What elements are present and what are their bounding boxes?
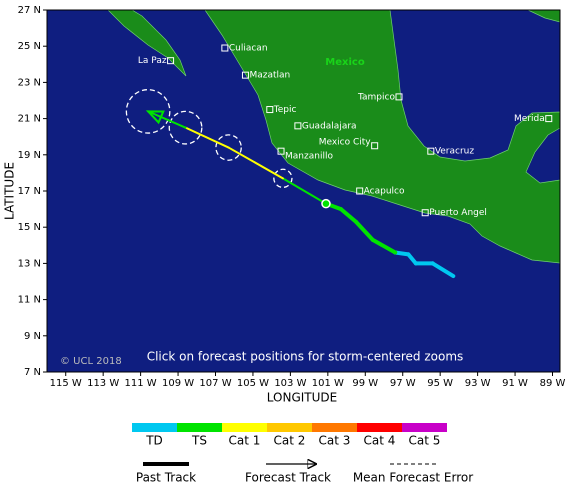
past-track-segment bbox=[393, 250, 411, 257]
forecast-error bbox=[168, 110, 203, 145]
y-tick-label: 19 N bbox=[18, 150, 41, 161]
past-track-segment bbox=[353, 219, 375, 242]
category-label: TS bbox=[191, 434, 207, 448]
forecast-track-segment bbox=[281, 177, 327, 205]
country-label: Mexico bbox=[325, 57, 365, 68]
category-label: Cat 4 bbox=[364, 434, 396, 448]
city-marker bbox=[395, 93, 403, 101]
city-marker bbox=[277, 147, 285, 155]
x-tick-label: 101 W bbox=[312, 378, 344, 389]
city-label: Merida bbox=[514, 114, 545, 124]
city-marker bbox=[294, 122, 302, 130]
y-tick-label: 17 N bbox=[18, 186, 41, 197]
category-swatch bbox=[267, 423, 312, 432]
city-label: Manzanillo bbox=[285, 152, 333, 162]
current-position bbox=[321, 198, 331, 209]
x-tick-label: 111 W bbox=[125, 378, 157, 389]
category-label: Cat 1 bbox=[229, 434, 261, 448]
category-swatch bbox=[132, 423, 177, 432]
city-label: Culiacan bbox=[229, 44, 268, 54]
x-tick-label: 103 W bbox=[274, 378, 306, 389]
city-marker bbox=[356, 187, 364, 195]
y-tick-label: 13 N bbox=[18, 258, 41, 269]
category-label: Cat 2 bbox=[274, 434, 306, 448]
city-marker bbox=[167, 57, 175, 65]
category-swatch bbox=[177, 423, 222, 432]
past-track-label: Past Track bbox=[136, 471, 196, 485]
category-swatch bbox=[402, 423, 447, 432]
category-swatch bbox=[222, 423, 267, 432]
x-tick-label: 95 W bbox=[427, 378, 453, 389]
x-tick-label: 93 W bbox=[465, 378, 491, 389]
x-tick-label: 89 W bbox=[540, 378, 566, 389]
category-label: Cat 5 bbox=[409, 434, 441, 448]
baja-california bbox=[107, 10, 187, 77]
forecast-track-label: Forecast Track bbox=[245, 471, 331, 485]
city-marker bbox=[371, 142, 379, 150]
y-tick-label: 23 N bbox=[18, 77, 41, 88]
x-axis-title: LONGITUDE bbox=[267, 391, 337, 405]
forecast-track-segment bbox=[184, 126, 230, 149]
category-swatch bbox=[312, 423, 357, 432]
city-label: Puerto Angel bbox=[429, 208, 487, 218]
y-tick-label: 21 N bbox=[18, 114, 41, 125]
x-tick-label: 91 W bbox=[502, 378, 528, 389]
city-marker bbox=[545, 115, 553, 123]
city-label: Guadalajara bbox=[302, 121, 357, 131]
forecast-error bbox=[215, 134, 242, 161]
city-marker bbox=[427, 147, 435, 155]
land bbox=[107, 10, 560, 264]
past-track-segment bbox=[370, 237, 398, 255]
mainland bbox=[204, 10, 560, 264]
past-track-segment bbox=[338, 207, 358, 224]
cuba bbox=[527, 10, 560, 23]
category-label: Cat 3 bbox=[319, 434, 351, 448]
y-tick-label: 11 N bbox=[18, 295, 41, 306]
city-label: Veracruz bbox=[435, 147, 475, 157]
forecast-error bbox=[273, 168, 293, 189]
x-tick-label: 105 W bbox=[237, 378, 269, 389]
past-track-segment bbox=[430, 261, 456, 279]
x-tick-label: 99 W bbox=[352, 378, 378, 389]
y-tick-label: 7 N bbox=[24, 367, 41, 378]
city-label: Tampico bbox=[357, 92, 395, 102]
category-label: TD bbox=[145, 434, 163, 448]
y-tick-label: 9 N bbox=[24, 331, 41, 342]
forecast-error bbox=[125, 88, 171, 134]
forecast-arrowhead bbox=[145, 110, 165, 125]
y-tick-label: 15 N bbox=[18, 222, 41, 233]
y-axis-title: LATITUDE bbox=[3, 162, 17, 220]
city-marker bbox=[266, 106, 274, 114]
x-tick-label: 113 W bbox=[87, 378, 119, 389]
copyright: © UCL 2018 bbox=[60, 356, 122, 367]
x-tick-label: 115 W bbox=[50, 378, 82, 389]
legend-key: Past Track Forecast Track Mean Forecast … bbox=[136, 464, 473, 485]
city-label: Mazatlan bbox=[249, 71, 290, 81]
x-tick-label: 97 W bbox=[390, 378, 416, 389]
city-marker bbox=[241, 71, 249, 79]
city-label: La Paz bbox=[138, 56, 167, 66]
category-swatch bbox=[357, 423, 402, 432]
note[interactable]: Click on forecast positions for storm-ce… bbox=[147, 350, 464, 364]
city-label: Mexico City bbox=[319, 137, 372, 147]
y-tick-label: 25 N bbox=[18, 41, 41, 52]
city-label: Acapulco bbox=[364, 187, 405, 197]
y-tick-label: 27 N bbox=[18, 5, 41, 16]
city-label: Tepic bbox=[273, 105, 297, 115]
map-layer: Culiacan La Paz Mazatlan Tepic Guadalajara Ma… bbox=[125, 44, 553, 279]
error-label: Mean Forecast Error bbox=[353, 471, 473, 485]
forecast-track-segment bbox=[227, 146, 284, 180]
x-tick-label: 107 W bbox=[199, 378, 231, 389]
city-marker bbox=[221, 44, 229, 52]
x-tick-label: 109 W bbox=[162, 378, 194, 389]
city-marker bbox=[421, 209, 429, 217]
forecast-track-segment bbox=[147, 110, 187, 129]
